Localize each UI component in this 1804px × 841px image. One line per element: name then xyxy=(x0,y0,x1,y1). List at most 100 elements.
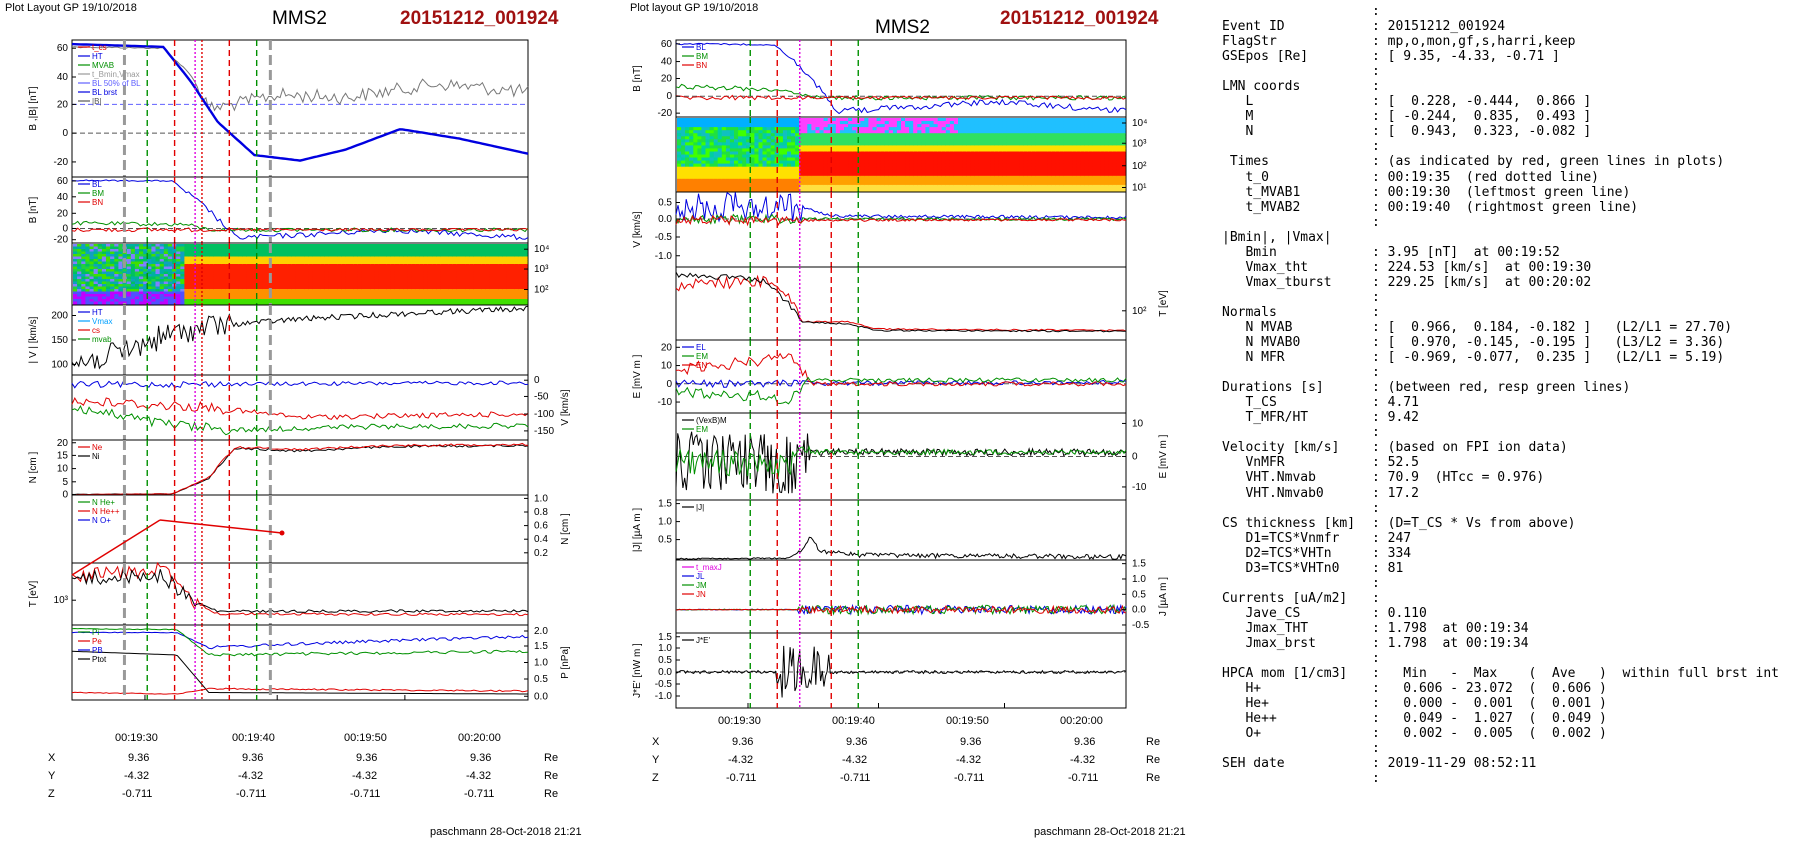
spectrogram-cell xyxy=(159,299,165,303)
spectrogram-cell xyxy=(229,279,235,283)
spectrogram-cell xyxy=(366,271,371,275)
spectrogram-cell xyxy=(1015,181,1020,186)
spectrogram-cell xyxy=(258,271,264,275)
spectrogram-cell xyxy=(713,127,719,131)
spectrogram-cell xyxy=(844,163,849,168)
spectrogram-cell xyxy=(151,289,157,293)
spectrogram-cell xyxy=(1006,160,1012,165)
spectrogram-cell xyxy=(681,163,686,168)
spectrogram-cell xyxy=(217,281,223,285)
spectrogram-cell xyxy=(677,184,682,189)
spectrogram-cell xyxy=(295,274,301,278)
spectrogram-cell xyxy=(823,121,829,125)
spectrogram-cell xyxy=(709,181,715,186)
spectrogram-cell xyxy=(709,148,715,152)
spectrogram-cell xyxy=(892,184,898,189)
spectrogram-cell xyxy=(234,249,239,253)
spectrogram-cell xyxy=(1011,127,1016,131)
spectrogram-cell xyxy=(477,259,483,263)
spectrogram-cell xyxy=(477,246,483,250)
spectrogram-cell xyxy=(677,124,682,128)
spectrogram-cell xyxy=(366,266,371,270)
spectrogram-cell xyxy=(333,301,338,305)
spectrogram-cell xyxy=(1023,121,1028,125)
spectrogram-cell xyxy=(966,188,971,192)
spectrogram-cell xyxy=(77,294,82,298)
spectrogram-cell xyxy=(477,289,483,293)
spectrogram-cell xyxy=(229,261,235,265)
spectrogram-cell xyxy=(432,266,437,270)
spectrogram-cell xyxy=(754,184,760,189)
spectrogram-cell xyxy=(909,154,914,159)
spectrogram-cell xyxy=(473,249,478,253)
spectrogram-cell xyxy=(209,261,214,265)
spectrogram-cell xyxy=(522,284,528,288)
spectrogram-cell xyxy=(778,136,784,140)
spectrogram-cell xyxy=(880,157,886,162)
spectrogram-cell xyxy=(941,166,947,171)
spectrogram-cell xyxy=(469,286,474,290)
spectrogram-cell xyxy=(333,281,338,285)
spectrogram-cell xyxy=(328,301,334,305)
spectrogram-cell xyxy=(901,124,906,128)
spectrogram-cell xyxy=(1002,163,1008,168)
spectrogram-cell xyxy=(390,271,396,275)
spectrogram-cell xyxy=(978,188,984,192)
spectrogram-cell xyxy=(427,259,433,263)
spectrogram-cell xyxy=(225,281,231,285)
spectrogram-cell xyxy=(901,118,906,122)
spectrogram-cell xyxy=(998,127,1004,131)
spectrogram-cell xyxy=(884,142,890,146)
spectrogram-cell xyxy=(110,261,115,265)
spectrogram-cell xyxy=(835,118,841,122)
spectrogram-cell xyxy=(234,256,239,260)
spectrogram-cell xyxy=(167,254,173,258)
spectrogram-cell xyxy=(217,251,223,255)
spectrogram-cell xyxy=(742,133,747,137)
spectrogram-cell xyxy=(77,291,82,295)
spectrogram-cell xyxy=(427,289,433,293)
spectrogram-cell xyxy=(1002,178,1008,183)
spectrogram-cell xyxy=(485,291,491,295)
spectrogram-cell xyxy=(791,124,796,128)
spectrogram-cell xyxy=(238,284,243,288)
spectrogram-cell xyxy=(941,121,947,125)
right-event-id: 20151212_001924 xyxy=(1000,8,1159,29)
spectrogram-cell xyxy=(778,157,784,162)
spectrogram-cell xyxy=(217,246,223,250)
spectrogram-cell xyxy=(929,175,935,180)
spectrogram-cell xyxy=(787,160,792,165)
spectrogram-cell xyxy=(225,244,231,248)
spectrogram-cell xyxy=(917,133,922,137)
spectrogram-cell xyxy=(238,281,243,285)
spectrogram-cell xyxy=(134,246,140,250)
spectrogram-cell xyxy=(1015,166,1020,171)
spectrogram-cell xyxy=(134,261,140,265)
spectrogram-cell xyxy=(978,124,984,128)
spectrogram-cell xyxy=(217,274,223,278)
spectrogram-cell xyxy=(823,169,829,174)
spectrogram-cell xyxy=(770,139,776,143)
spectrogram-cell xyxy=(176,244,181,248)
spectrogram-cell xyxy=(366,281,371,285)
spectrogram-cell xyxy=(774,184,780,189)
spectrogram-cell xyxy=(693,154,698,159)
spectrogram-cell xyxy=(831,133,837,137)
spectrogram-cell xyxy=(705,172,711,177)
spectrogram-cell xyxy=(473,269,478,273)
spectrogram-cell xyxy=(73,296,78,300)
spectrogram-cell xyxy=(750,163,755,168)
spectrogram-cell xyxy=(221,299,227,303)
spectrogram-cell xyxy=(188,269,194,273)
spectrogram-cell xyxy=(485,271,491,275)
spectrogram-cell xyxy=(953,145,959,149)
spectrogram-cell xyxy=(1015,133,1020,137)
spectrogram-cell xyxy=(901,175,906,180)
spectrogram-cell xyxy=(89,299,95,303)
spectrogram-cell xyxy=(929,178,935,183)
spectrogram-cell xyxy=(481,289,487,293)
spectrogram-cell xyxy=(386,269,392,273)
spectrogram-cell xyxy=(139,281,144,285)
axis-label: T [eV] xyxy=(28,581,39,608)
spectrogram-cell xyxy=(295,276,301,280)
